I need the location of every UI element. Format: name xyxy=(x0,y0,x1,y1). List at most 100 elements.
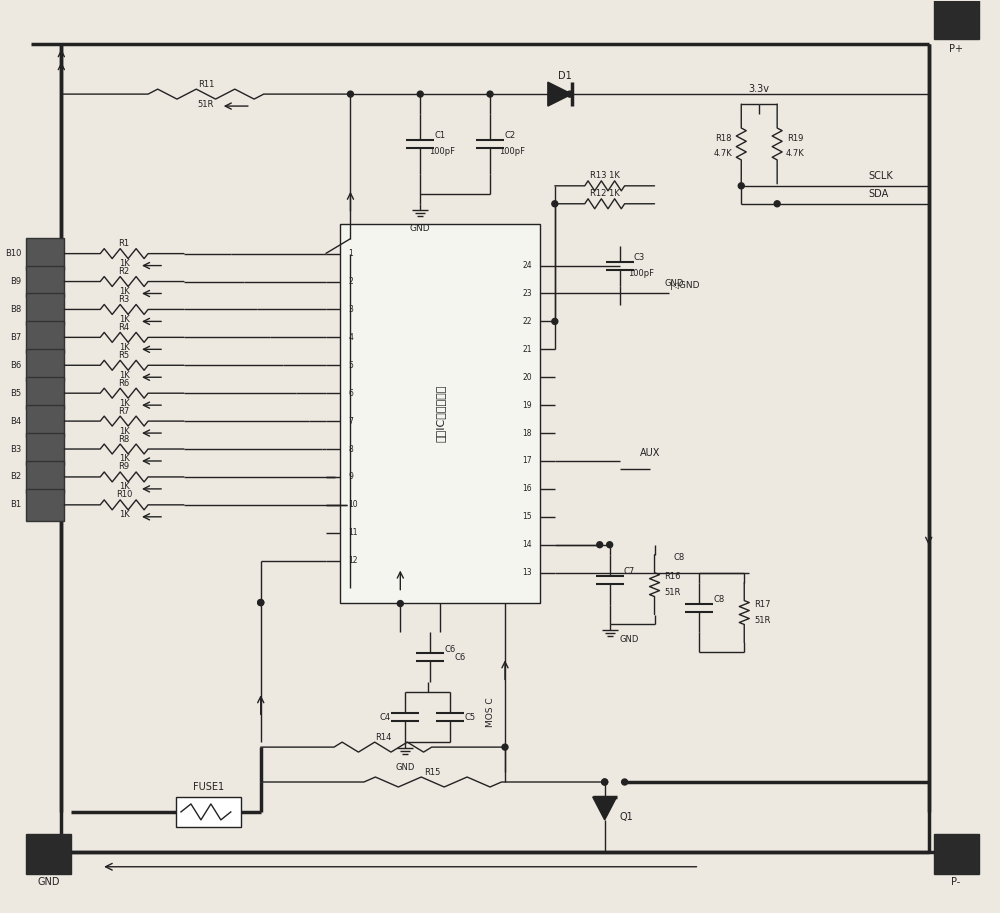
Text: AUX: AUX xyxy=(640,448,660,458)
Text: R11: R11 xyxy=(198,79,214,89)
Text: P-: P- xyxy=(951,876,960,887)
Text: B4: B4 xyxy=(10,416,21,425)
Polygon shape xyxy=(548,82,572,106)
Text: 1K: 1K xyxy=(119,287,130,296)
Bar xyxy=(26,461,64,493)
Text: 11: 11 xyxy=(348,529,358,537)
Circle shape xyxy=(397,601,403,606)
Text: R1: R1 xyxy=(119,239,130,248)
Text: 1K: 1K xyxy=(119,426,130,436)
Text: R16: R16 xyxy=(664,572,681,582)
Text: R18: R18 xyxy=(715,134,732,143)
Text: GND: GND xyxy=(396,762,415,771)
Text: R14: R14 xyxy=(375,732,391,741)
Text: 5: 5 xyxy=(348,361,353,370)
Text: 14: 14 xyxy=(522,540,532,550)
Text: 51R: 51R xyxy=(754,616,770,625)
Text: R2: R2 xyxy=(119,268,130,276)
Text: 1: 1 xyxy=(348,249,353,258)
Text: 1K: 1K xyxy=(119,259,130,268)
Bar xyxy=(176,797,241,827)
Text: B9: B9 xyxy=(10,277,21,286)
Text: 10: 10 xyxy=(348,500,358,509)
Text: R4: R4 xyxy=(119,323,130,332)
Text: MOS C: MOS C xyxy=(486,698,495,727)
Text: 3.3v: 3.3v xyxy=(749,84,770,94)
Circle shape xyxy=(607,541,613,548)
Text: GND: GND xyxy=(410,225,431,233)
Text: R15: R15 xyxy=(425,768,441,777)
Text: R12 1K: R12 1K xyxy=(590,189,620,198)
Text: C8: C8 xyxy=(674,553,685,562)
Bar xyxy=(340,224,540,603)
Text: 51R: 51R xyxy=(198,100,214,109)
Text: GND: GND xyxy=(37,876,60,887)
Text: 保护IC或模拟前端: 保护IC或模拟前端 xyxy=(435,384,445,442)
Bar xyxy=(26,834,71,874)
Text: 17: 17 xyxy=(522,456,532,466)
Bar xyxy=(26,405,64,437)
Text: 51R: 51R xyxy=(664,588,681,597)
Text: R19: R19 xyxy=(787,134,803,143)
Circle shape xyxy=(602,779,608,785)
Bar xyxy=(934,0,979,39)
Text: R3: R3 xyxy=(119,295,130,304)
Circle shape xyxy=(347,91,353,97)
Text: 6: 6 xyxy=(348,389,353,398)
Text: B10: B10 xyxy=(5,249,21,258)
Bar xyxy=(26,377,64,409)
Text: R5: R5 xyxy=(119,351,130,360)
Text: 2: 2 xyxy=(348,277,353,286)
Text: R10: R10 xyxy=(116,490,132,499)
Bar xyxy=(26,293,64,325)
Text: 7: 7 xyxy=(348,416,353,425)
Text: C8: C8 xyxy=(714,595,725,604)
Bar xyxy=(26,488,64,520)
Text: 16: 16 xyxy=(522,485,532,493)
Text: SCLK: SCLK xyxy=(869,171,894,181)
Text: SDA: SDA xyxy=(869,189,889,199)
Text: 20: 20 xyxy=(522,373,532,382)
Bar xyxy=(26,321,64,353)
Bar xyxy=(26,237,64,269)
Text: 1K: 1K xyxy=(119,455,130,464)
Text: B5: B5 xyxy=(10,389,21,398)
Text: 1K: 1K xyxy=(119,482,130,491)
Text: 1K: 1K xyxy=(119,399,130,408)
Circle shape xyxy=(502,744,508,750)
Circle shape xyxy=(774,201,780,206)
Text: 1K: 1K xyxy=(119,371,130,380)
Text: 13: 13 xyxy=(522,568,532,577)
Text: C2: C2 xyxy=(504,131,516,141)
Text: B7: B7 xyxy=(10,333,21,341)
Text: 24: 24 xyxy=(522,261,532,270)
Text: 4.7K: 4.7K xyxy=(714,150,733,159)
Text: 1K: 1K xyxy=(119,315,130,324)
Text: 8: 8 xyxy=(348,445,353,454)
Text: R7: R7 xyxy=(119,406,130,415)
Text: 18: 18 xyxy=(522,428,532,437)
Text: GND: GND xyxy=(620,635,639,644)
Text: B3: B3 xyxy=(10,445,21,454)
Text: C3: C3 xyxy=(634,253,645,262)
Text: 4: 4 xyxy=(348,333,353,341)
Bar xyxy=(26,266,64,298)
Circle shape xyxy=(602,779,608,785)
Text: 3: 3 xyxy=(348,305,353,314)
Bar xyxy=(26,433,64,465)
Circle shape xyxy=(552,201,558,206)
Text: 100pF: 100pF xyxy=(629,269,655,278)
Circle shape xyxy=(417,91,423,97)
Text: 23: 23 xyxy=(522,289,532,298)
Text: C6: C6 xyxy=(454,653,466,662)
Text: B8: B8 xyxy=(10,305,21,314)
Text: Q1: Q1 xyxy=(620,812,633,822)
Text: R9: R9 xyxy=(119,463,130,471)
Text: C7: C7 xyxy=(624,567,635,576)
Text: C5: C5 xyxy=(465,713,476,721)
Text: B2: B2 xyxy=(10,472,21,481)
Text: 15: 15 xyxy=(522,512,532,521)
Text: 4.7K: 4.7K xyxy=(786,150,804,159)
Text: 22: 22 xyxy=(522,317,532,326)
Circle shape xyxy=(487,91,493,97)
